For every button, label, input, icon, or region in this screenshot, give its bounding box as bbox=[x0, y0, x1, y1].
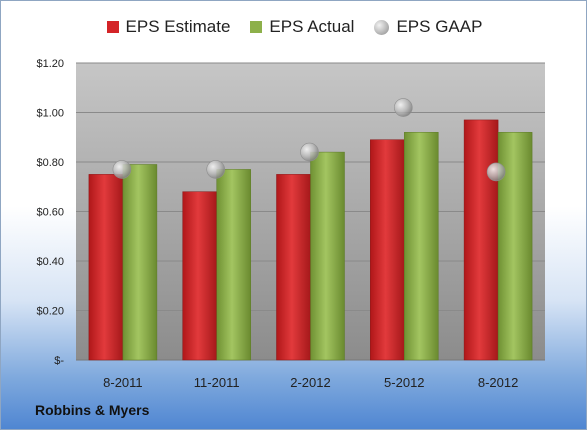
x-tick-label: 11-2011 bbox=[194, 375, 240, 390]
legend-item-actual: EPS Actual bbox=[250, 17, 354, 37]
bubble-eps-gaap bbox=[486, 162, 506, 182]
legend-swatch-estimate bbox=[106, 21, 119, 33]
y-tick-label: $1.00 bbox=[36, 108, 64, 120]
bar-eps-estimate bbox=[370, 139, 405, 361]
y-tick-label: $0.40 bbox=[36, 256, 64, 268]
bar-eps-actual bbox=[216, 169, 251, 361]
legend-label-estimate: EPS Estimate bbox=[125, 17, 231, 36]
bar-eps-actual bbox=[404, 132, 439, 361]
bar-eps-estimate bbox=[88, 174, 124, 361]
bubble-eps-gaap bbox=[112, 160, 132, 179]
bubble-eps-gaap bbox=[206, 160, 225, 179]
legend-label-gaap: EPS GAAP bbox=[396, 17, 483, 36]
x-tick-label: 5-2012 bbox=[384, 375, 424, 390]
legend-item-estimate: EPS Estimate bbox=[106, 17, 231, 37]
y-tick-label: $- bbox=[54, 355, 64, 367]
x-tick-label: 2-2012 bbox=[290, 375, 330, 390]
y-axis-ticks: $- $0.20 $0.40 $0.60 $0.80 $1.00 $1.20 bbox=[36, 58, 64, 367]
bar-eps-estimate bbox=[276, 174, 311, 361]
x-axis-labels: 8-2011 11-2011 2-2012 5-2012 8-2012 bbox=[103, 375, 518, 390]
bar-eps-estimate bbox=[182, 191, 217, 361]
company-name: Robbins & Myers bbox=[35, 402, 150, 418]
y-tick-label: $1.20 bbox=[36, 58, 64, 70]
y-tick-label: $0.60 bbox=[36, 207, 64, 219]
bubble-eps-gaap bbox=[393, 98, 413, 117]
bar-eps-actual bbox=[310, 151, 345, 361]
legend-swatch-actual bbox=[250, 21, 263, 33]
x-tick-label: 8-2012 bbox=[478, 375, 518, 390]
legend-swatch-gaap bbox=[374, 19, 390, 35]
bubble-eps-gaap bbox=[300, 142, 319, 162]
legend-label-actual: EPS Actual bbox=[269, 17, 355, 36]
x-tick-label: 8-2011 bbox=[103, 375, 143, 390]
bars bbox=[88, 119, 533, 361]
gaap-bubbles bbox=[112, 98, 506, 182]
y-tick-label: $0.80 bbox=[36, 157, 64, 169]
bar-eps-actual bbox=[122, 164, 158, 361]
legend-item-gaap: EPS GAAP bbox=[374, 17, 482, 37]
y-tick-label: $0.20 bbox=[36, 306, 64, 318]
bar-eps-estimate bbox=[463, 119, 499, 361]
legend: EPS Estimate EPS Actual EPS GAAP bbox=[1, 17, 587, 37]
